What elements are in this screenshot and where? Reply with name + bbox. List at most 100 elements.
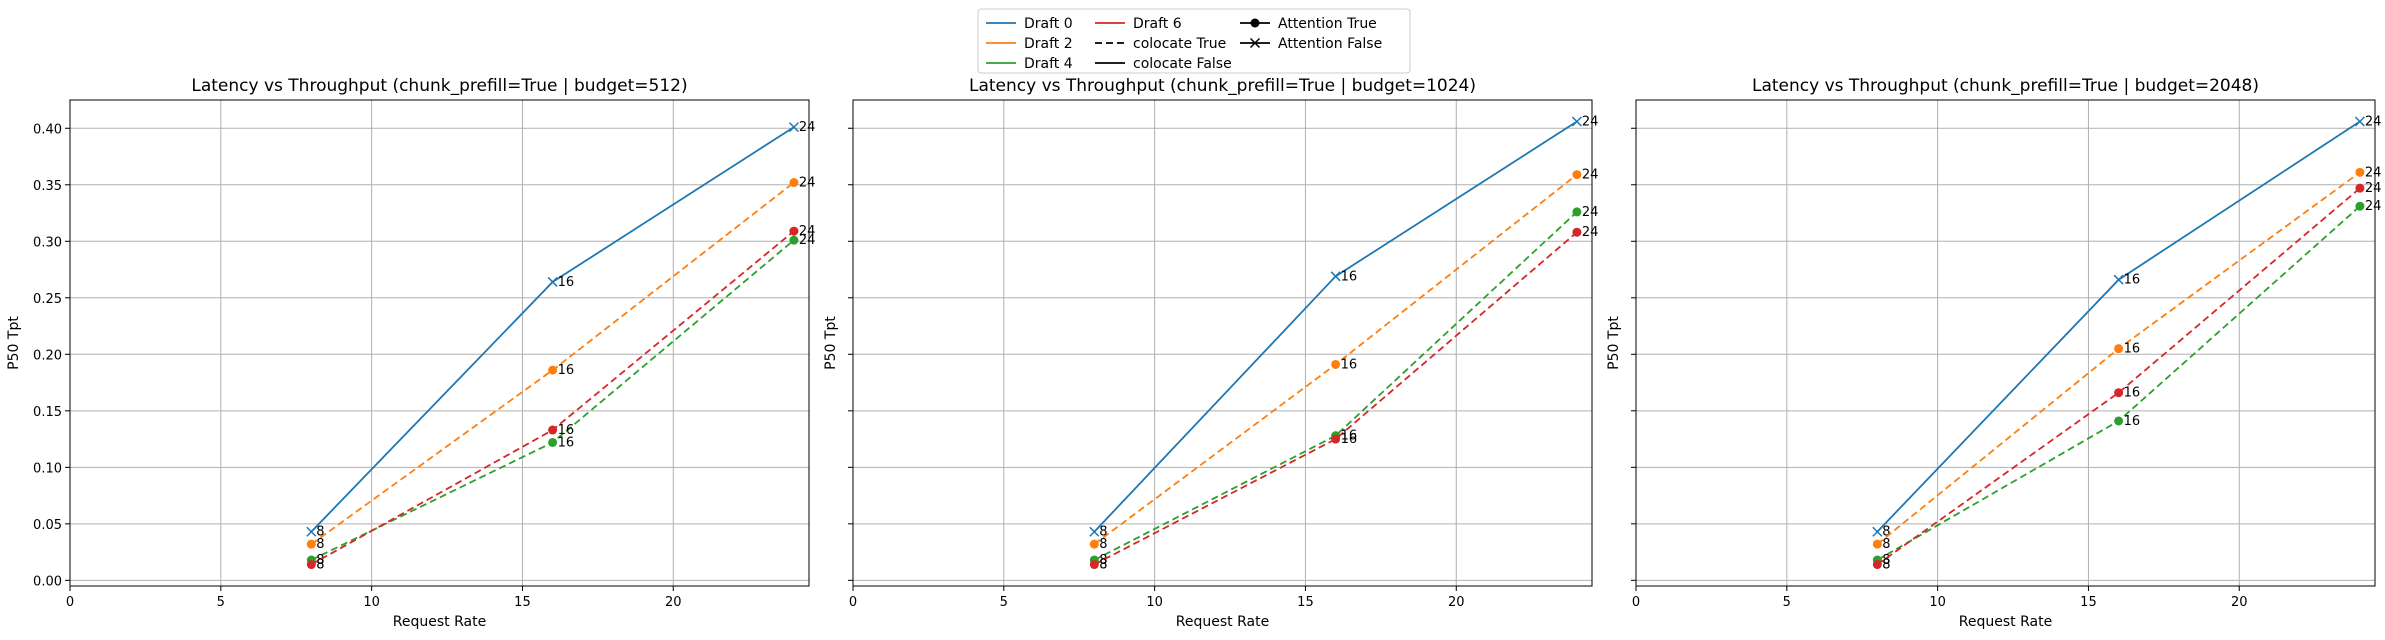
data-point-marker (1572, 207, 1582, 217)
data-point-marker (306, 539, 316, 549)
marker-stroke (2113, 274, 2124, 285)
x-tick-label: 0 (1632, 595, 1640, 610)
marker-stroke (1872, 526, 1883, 537)
data-point-marker (1872, 539, 1882, 549)
marker-stroke (788, 122, 799, 133)
data-point-marker (1089, 560, 1099, 570)
data-point-label: 16 (1341, 269, 1358, 284)
x-tick-label: 20 (665, 595, 682, 610)
data-point-label: 16 (558, 435, 575, 450)
data-point-marker (1331, 359, 1341, 369)
x-tick-label: 0 (66, 595, 74, 610)
legend-label: Attention True (1278, 16, 1377, 32)
data-point-marker (2113, 274, 2124, 285)
legend-x-icon (1249, 37, 1261, 49)
chart-panel-1: 0 5 10 15 20 0.00 0.05 0.10 0.15 0.20 0.25 0.30 0.35… (6, 76, 815, 630)
data-point-label: 8 (1882, 553, 1890, 568)
series-draft-0: 8 16 24 (306, 120, 816, 540)
marker-stroke (306, 526, 317, 537)
data-point-label: 24 (799, 224, 816, 239)
y-tick-label: 0.10 (33, 461, 62, 476)
data-point-marker (547, 276, 558, 287)
data-point-marker (1571, 116, 1582, 127)
data-point-label: 16 (1341, 357, 1358, 372)
x-axis-label: Request Rate (393, 614, 486, 630)
data-point-label: 8 (1882, 558, 1890, 573)
series-draft-0: 8 16 24 (1872, 114, 2382, 540)
data-point-label: 16 (558, 423, 575, 438)
chart-panels: 0 5 10 15 20 0.00 0.05 0.10 0.15 0.20 0.25 0.30 0.35… (6, 76, 2381, 630)
data-point-label: 24 (2365, 114, 2382, 129)
data-point-marker (1572, 227, 1582, 237)
data-point-label: 24 (1582, 225, 1599, 240)
series-line (1093, 231, 1578, 566)
legend-label: Attention False (1278, 36, 1382, 52)
legend-entry-attention-true: Attention True (1240, 16, 1377, 32)
data-point-marker (548, 365, 558, 375)
x-tick-label: 10 (363, 595, 380, 610)
data-point-label: 16 (2124, 414, 2141, 429)
marker-stroke (547, 276, 558, 287)
data-point-marker (788, 122, 799, 133)
data-point-label: 16 (1341, 432, 1358, 447)
data-point-marker (548, 437, 558, 447)
data-point-marker (1089, 539, 1099, 549)
data-point-label: 8 (316, 537, 324, 552)
data-point-label: 24 (2365, 181, 2382, 196)
data-point-label: 24 (2365, 165, 2382, 180)
legend-label: colocate True (1133, 36, 1226, 52)
data-point-label: 8 (1099, 553, 1107, 568)
data-point-label: 16 (2124, 342, 2141, 357)
marker-stroke (1571, 116, 1582, 127)
axes-frame (1635, 99, 2376, 587)
y-tick-label: 0.15 (33, 405, 62, 420)
legend-entry-draft-0: Draft 0 (986, 16, 1073, 32)
series-draft-4: 8 16 24 (1089, 205, 1599, 568)
series-line (1093, 211, 1578, 561)
data-point-label: 16 (2124, 273, 2141, 288)
chart-title: Latency vs Throughput (chunk_prefill=Tru… (1752, 76, 2259, 96)
x-tick-label: 15 (1297, 595, 1314, 610)
data-point-label: 24 (799, 176, 816, 191)
data-point-label: 24 (1582, 114, 1599, 129)
axes-frame (852, 99, 1593, 587)
data-point-label: 24 (1582, 205, 1599, 220)
data-point-marker (306, 560, 316, 570)
data-point-label: 16 (558, 363, 575, 378)
series-draft-6: 8 16 24 (1872, 181, 2382, 573)
series-line (1876, 187, 2361, 566)
data-point-label: 8 (1099, 525, 1107, 540)
legend-entry-draft-4: Draft 4 (986, 56, 1073, 72)
series-draft-4: 8 16 24 (306, 233, 815, 568)
legend-label: Draft 0 (1024, 16, 1073, 32)
legend-entry-colocate-true: colocate True (1095, 36, 1226, 52)
data-point-label: 16 (558, 275, 575, 290)
y-tick-label: 0.40 (33, 122, 62, 137)
x-tick-label: 20 (1448, 595, 1465, 610)
data-point-label: 24 (1582, 168, 1599, 183)
data-point-marker (2114, 388, 2124, 398)
legend-box (977, 8, 1411, 74)
data-point-marker (1872, 526, 1883, 537)
data-point-marker (2114, 416, 2124, 426)
data-point-label: 24 (2365, 199, 2382, 214)
data-point-marker (2355, 183, 2365, 193)
y-tick-label: 0.35 (33, 179, 62, 194)
data-point-marker (789, 235, 799, 245)
data-point-label: 24 (799, 120, 816, 135)
x-tick-label: 10 (1929, 595, 1946, 610)
chart-title: Latency vs Throughput (chunk_prefill=Tru… (969, 76, 1476, 96)
data-point-marker (306, 526, 317, 537)
data-point-label: 8 (1099, 558, 1107, 573)
x-axis-label: Request Rate (1959, 614, 2052, 630)
data-point-marker (2355, 167, 2365, 177)
y-tick-label: 0.20 (33, 348, 62, 363)
series-draft-2: 8 16 24 (1872, 165, 2382, 552)
series-draft-4: 8 16 24 (1872, 199, 2382, 568)
marker-stroke (1089, 526, 1100, 537)
legend-label: colocate False (1133, 56, 1232, 72)
data-point-label: 16 (2124, 386, 2141, 401)
data-point-label: 8 (1099, 537, 1107, 552)
data-point-marker (789, 178, 799, 188)
y-axis-label: P50 Tpt (1606, 316, 1622, 370)
